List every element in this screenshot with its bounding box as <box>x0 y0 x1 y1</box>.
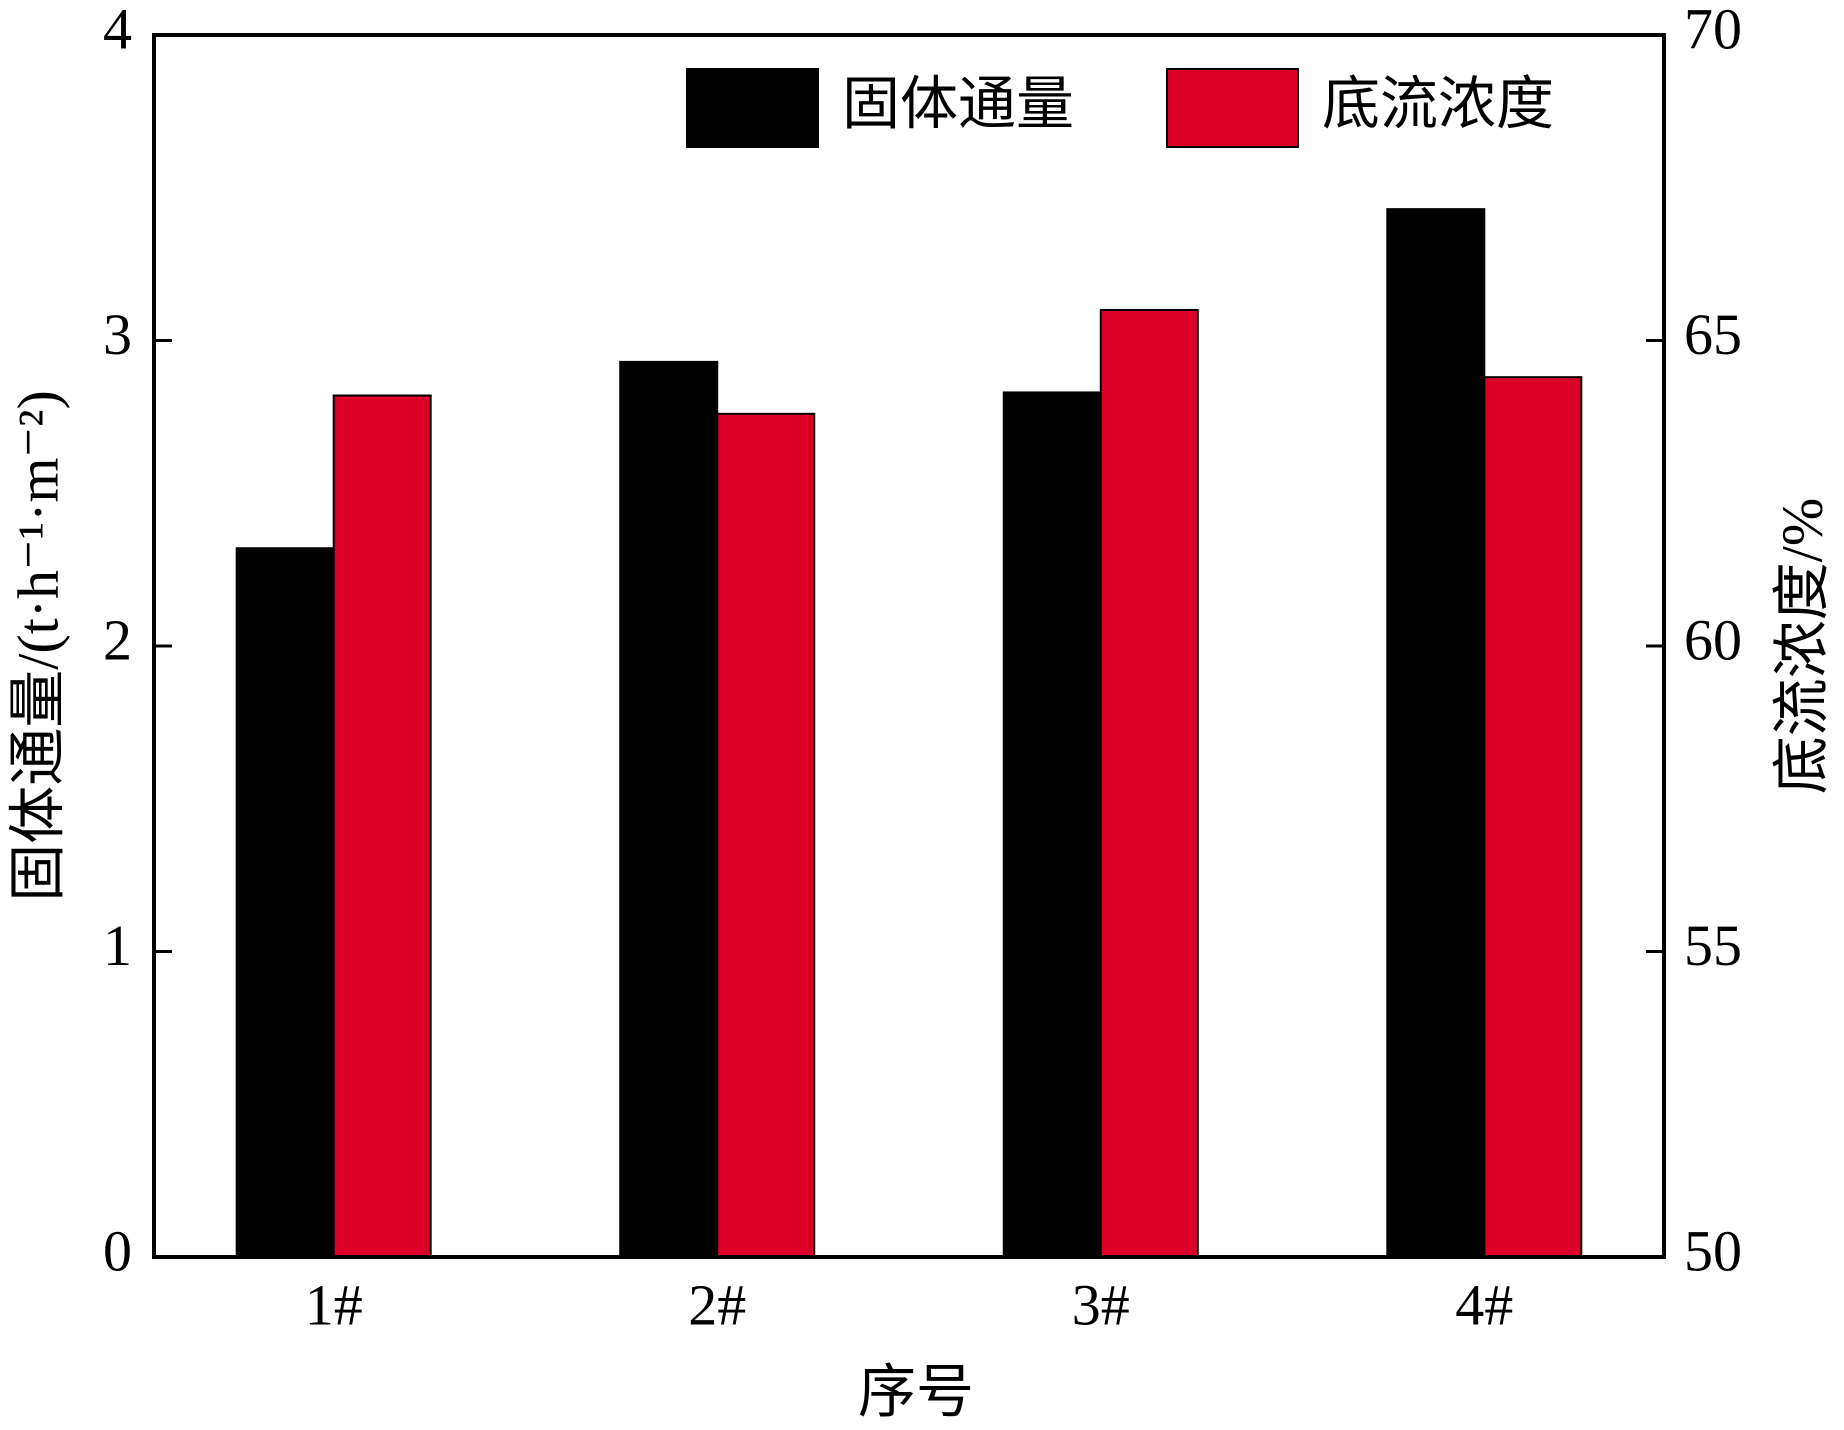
y2-tick-label: 65 <box>1684 302 1742 367</box>
bar <box>716 412 816 1258</box>
bar <box>1386 208 1486 1258</box>
x-tick-label: 4# <box>1455 1272 1513 1337</box>
y-axis-label: 固体通量/(t·h⁻¹·m⁻²) <box>5 390 70 902</box>
y2-tick-label: 55 <box>1684 913 1742 978</box>
bar <box>619 360 719 1258</box>
y-tick-label: 1 <box>103 913 132 978</box>
y-tick-label: 4 <box>103 0 132 61</box>
x-axis-label: 序号 <box>858 1359 974 1424</box>
bar <box>1002 391 1102 1258</box>
legend-swatch <box>686 68 819 148</box>
legend-label: 固体通量 <box>842 71 1074 136</box>
legend-swatch <box>1166 68 1299 148</box>
y-tick-label: 0 <box>103 1218 132 1283</box>
y-tick-label: 2 <box>103 607 132 672</box>
y2-tick-label: 60 <box>1684 607 1742 672</box>
x-tick-label: 3# <box>1072 1272 1130 1337</box>
y-tick-label: 3 <box>103 302 132 367</box>
plot-frame <box>152 33 1666 1259</box>
bar <box>1483 376 1583 1259</box>
y2-axis-label: 底流浓度/% <box>1769 498 1834 794</box>
y2-tick-label: 70 <box>1684 0 1742 61</box>
bar <box>1099 308 1199 1258</box>
x-tick-label: 2# <box>688 1272 746 1337</box>
bar <box>332 394 432 1258</box>
x-tick-label: 1# <box>305 1272 363 1337</box>
legend-label: 底流浓度 <box>1322 71 1554 136</box>
y2-tick-label: 50 <box>1684 1218 1742 1283</box>
bar <box>235 547 335 1258</box>
